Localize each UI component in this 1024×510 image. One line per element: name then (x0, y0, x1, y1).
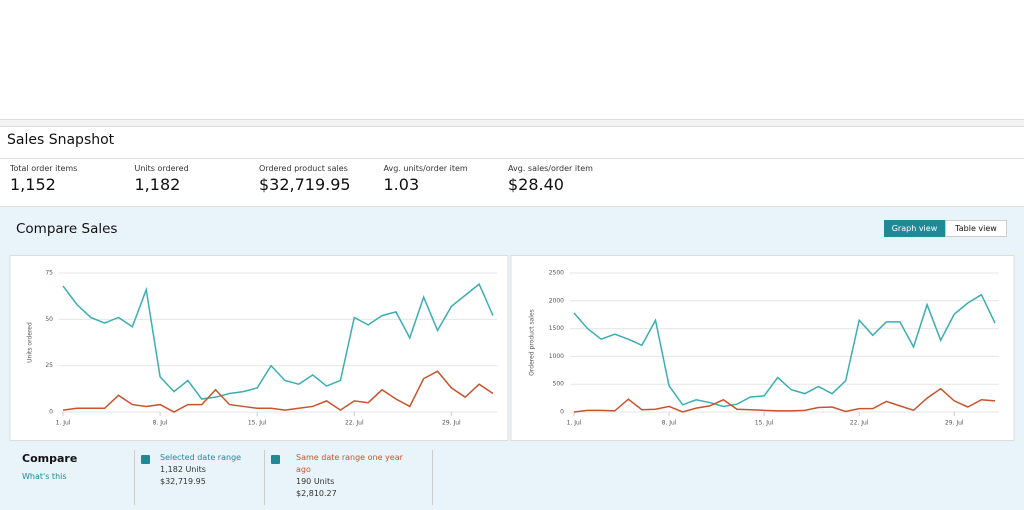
x-tick-label: 29. Jul (945, 420, 964, 427)
checkbox[interactable] (271, 455, 280, 464)
item-units: 190 Units (296, 477, 335, 486)
item-label: Selected date range (160, 453, 242, 462)
divider (432, 450, 433, 505)
metric: Total order items 1,152 (10, 164, 77, 194)
x-tick-label: 22. Jul (345, 420, 364, 427)
separator (0, 119, 1024, 127)
metric-label: Total order items (10, 164, 78, 173)
divider (134, 450, 135, 505)
series-line (573, 387, 996, 413)
item-units: 1,182 Units (160, 465, 206, 474)
metric: Avg. units/order item 1.03 (384, 164, 468, 194)
x-tick-label: 29. Jul (442, 420, 461, 427)
metric-label: Units ordered (134, 164, 189, 173)
y-tick-label: 2000 (549, 297, 564, 304)
series-line (62, 282, 494, 400)
item-sales: $2,810.27 (296, 489, 337, 498)
metric-value: 1,182 (134, 175, 181, 194)
table-view-button[interactable]: Table view (945, 220, 1007, 237)
y-tick-label: 50 (45, 316, 53, 323)
metric-value: 1,152 (10, 175, 56, 194)
compare-item: Same date range one year ago 190 Units $… (296, 452, 408, 500)
y-tick-label: 2500 (549, 270, 564, 277)
header-title: Sales Snapshot (7, 132, 115, 148)
metric: Avg. sales/order item $28.40 (508, 164, 593, 194)
y-tick-label: 1000 (549, 353, 564, 360)
metric-value: 1.03 (383, 175, 420, 194)
metric-value: $32,719.95 (259, 175, 351, 194)
graph-view-button[interactable]: Graph view (884, 220, 945, 237)
y-tick-label: 25 (45, 362, 53, 369)
x-tick-label: 15. Jul (755, 420, 774, 427)
x-tick-label: 8. Jul (153, 420, 168, 427)
chart-box (510, 255, 1015, 441)
metric-value: $28.40 (508, 175, 564, 194)
metric: Ordered product sales $32,719.95 (259, 164, 351, 194)
item-label: Same date range one year ago (296, 453, 403, 474)
x-tick-label: 1. Jul (567, 420, 582, 427)
item-sales: $32,719.95 (160, 477, 206, 486)
compare-title: Compare (22, 452, 78, 465)
whats-this-link[interactable]: What's this (22, 472, 67, 481)
x-tick-label: 8. Jul (662, 420, 677, 427)
y-tick-label: 0 (560, 409, 564, 416)
metric-label: Avg. units/order item (383, 164, 468, 173)
y-tick-label: 1500 (549, 325, 564, 332)
y-axis-label: Units ordered (27, 322, 34, 363)
compare-item: Selected date range 1,182 Units $32,719.… (160, 452, 260, 488)
series-line (62, 370, 494, 413)
metric-label: Ordered product sales (259, 164, 348, 173)
x-tick-label: 15. Jul (248, 420, 267, 427)
y-tick-label: 500 (553, 381, 565, 388)
y-axis-label: Ordered product sales (529, 309, 536, 376)
checkbox[interactable] (141, 455, 150, 464)
header-bar (0, 126, 1024, 159)
metric: Units ordered 1,182 (135, 164, 189, 194)
x-tick-label: 1. Jul (56, 420, 71, 427)
charts: 0 25 50 75 Units ordered 1. Jul 8. Jul 15. Jul 2… (9, 255, 1015, 441)
divider (264, 450, 265, 505)
chart-box (9, 255, 509, 441)
series-line (573, 293, 996, 408)
x-tick-label: 22. Jul (850, 420, 869, 427)
section-title: Compare Sales (16, 221, 118, 237)
metric-label: Avg. sales/order item (508, 164, 593, 173)
y-tick-label: 75 (45, 270, 53, 277)
y-tick-label: 0 (49, 409, 53, 416)
